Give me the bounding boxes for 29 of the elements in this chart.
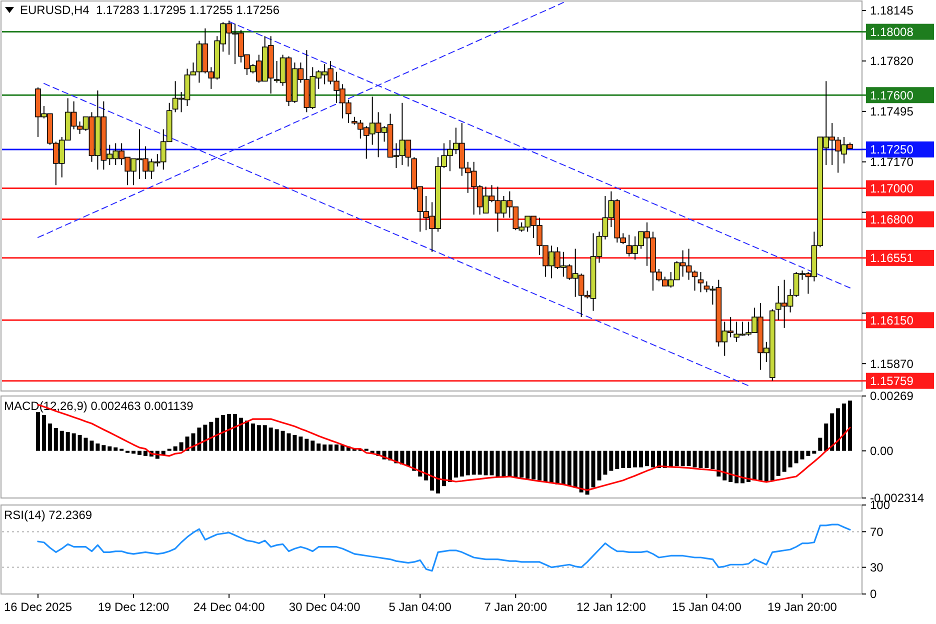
x-tick-label: 19 Jan 20:00 (768, 600, 838, 614)
y-tick-label: 70 (870, 524, 884, 539)
ref-line-label: 1.16551 (870, 251, 914, 266)
x-tick-label: 7 Jan 20:00 (484, 600, 548, 614)
ref-line-label: 1.17600 (870, 88, 914, 102)
ref-line-label: 1.17250 (870, 142, 914, 157)
y-tick-label: 0 (870, 587, 877, 602)
x-tick-label: 19 Dec 12:00 (98, 600, 170, 614)
ref-line-label: 1.16800 (870, 212, 914, 226)
y-tick-label: 0.00269 (870, 389, 914, 404)
x-tick-label: 30 Dec 04:00 (288, 600, 361, 614)
y-tick-label: 30 (870, 560, 884, 574)
ref-line-label: 1.16150 (870, 313, 914, 328)
x-tick-label: 5 Jan 04:00 (388, 600, 452, 614)
chart-title: RSI(14) 72.2369 (4, 508, 92, 522)
y-tick-label: 1.17820 (870, 54, 914, 68)
y-tick-label: 1.15870 (870, 356, 914, 371)
y-tick-label: 1.17170 (870, 155, 914, 170)
chart-title: EURUSD,H4 1.17283 1.17295 1.17255 1.17256 (20, 3, 280, 17)
x-tick-label: 24 Dec 04:00 (193, 600, 266, 614)
x-tick-label: 15 Jan 04:00 (672, 600, 742, 614)
ref-line-label: 1.18008 (870, 25, 914, 39)
ref-line-label: 1.17000 (870, 181, 914, 196)
y-tick-label: 1.17495 (870, 104, 914, 119)
y-tick-label: 0.00 (870, 444, 894, 458)
y-tick-label: 1.18145 (870, 4, 914, 18)
x-tick-label: 12 Jan 12:00 (576, 600, 646, 614)
x-tick-label: 16 Dec 2025 (4, 600, 72, 614)
ref-line-label: 1.15759 (870, 374, 914, 388)
